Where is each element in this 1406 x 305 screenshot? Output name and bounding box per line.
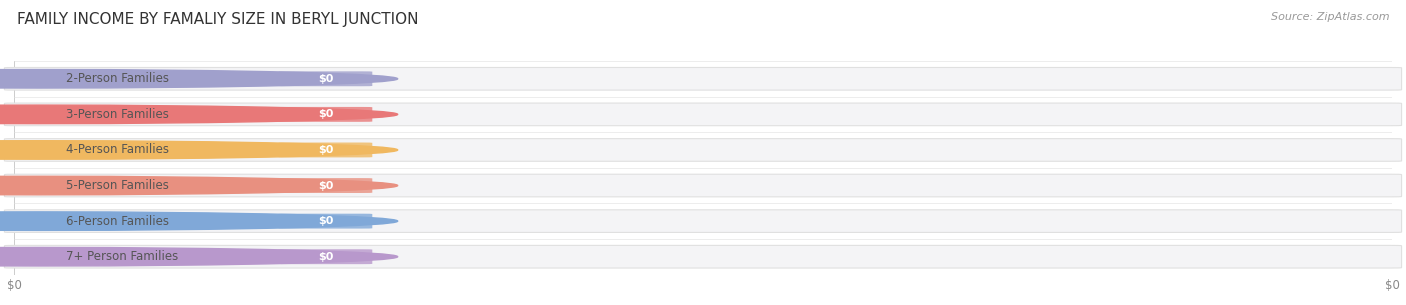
Circle shape [0,70,398,88]
Text: 6-Person Families: 6-Person Families [66,215,169,228]
FancyBboxPatch shape [4,103,1402,126]
Text: $0: $0 [318,74,333,84]
Circle shape [0,212,398,230]
FancyBboxPatch shape [278,71,373,86]
Text: $0: $0 [318,145,333,155]
FancyBboxPatch shape [4,174,1402,197]
FancyBboxPatch shape [4,210,1402,232]
Circle shape [0,247,398,266]
FancyBboxPatch shape [4,139,1402,161]
Circle shape [0,176,398,195]
FancyBboxPatch shape [278,142,373,157]
Text: $0: $0 [318,216,333,226]
Text: 7+ Person Families: 7+ Person Families [66,250,179,263]
FancyBboxPatch shape [4,67,1402,90]
Text: $0: $0 [318,252,333,262]
FancyBboxPatch shape [4,246,1402,268]
Circle shape [0,105,398,124]
Text: $0: $0 [318,109,333,119]
Text: 4-Person Families: 4-Person Families [66,143,169,156]
FancyBboxPatch shape [278,214,373,228]
Text: $0: $0 [318,181,333,191]
Text: Source: ZipAtlas.com: Source: ZipAtlas.com [1271,12,1389,22]
Text: FAMILY INCOME BY FAMALIY SIZE IN BERYL JUNCTION: FAMILY INCOME BY FAMALIY SIZE IN BERYL J… [17,12,419,27]
FancyBboxPatch shape [278,107,373,122]
Circle shape [0,141,398,159]
FancyBboxPatch shape [278,178,373,193]
Text: 5-Person Families: 5-Person Families [66,179,169,192]
Text: 2-Person Families: 2-Person Families [66,72,169,85]
Text: 3-Person Families: 3-Person Families [66,108,169,121]
FancyBboxPatch shape [278,249,373,264]
